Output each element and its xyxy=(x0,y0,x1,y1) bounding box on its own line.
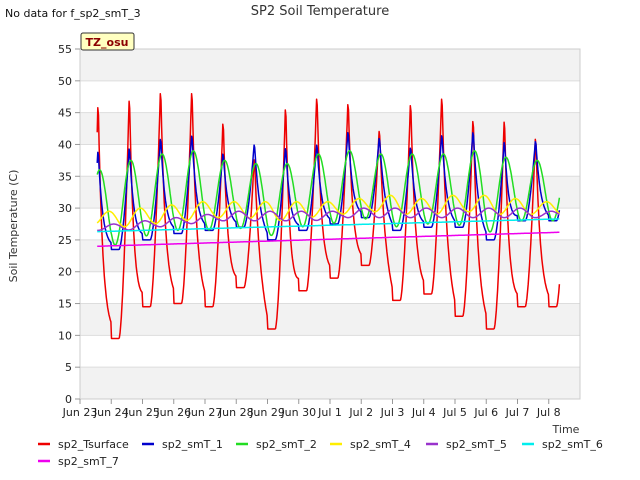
series-line-sp2_Tsurface xyxy=(96,92,561,340)
series-line-sp2_smT_2 xyxy=(96,150,561,246)
y-tick-label: 10 xyxy=(58,329,72,342)
legend-label: sp2_smT_2 xyxy=(256,438,317,451)
legend-label: sp2_smT_7 xyxy=(58,455,119,468)
y-tick-label: 20 xyxy=(58,266,72,279)
x-tick-label: Jun 23 xyxy=(62,406,98,419)
legend-label: sp2_Tsurface xyxy=(58,438,129,451)
legend-item-sp2_Tsurface: sp2_Tsurface xyxy=(38,438,129,451)
x-tick-label: Jun 26 xyxy=(155,406,191,419)
x-tick-label: Jun 30 xyxy=(280,406,316,419)
y-tick-label: 5 xyxy=(65,361,72,374)
grid-band xyxy=(80,49,580,81)
y-tick-label: 55 xyxy=(58,43,72,56)
grid-band xyxy=(80,112,580,145)
x-tick-label: Jul 5 xyxy=(442,406,467,419)
legend-item-sp2_smT_5: sp2_smT_5 xyxy=(426,438,507,451)
grid-band xyxy=(80,367,580,399)
y-tick-label: 0 xyxy=(65,393,72,406)
y-tick-label: 40 xyxy=(58,138,72,151)
legend-item-sp2_smT_2: sp2_smT_2 xyxy=(236,438,317,451)
series-line-sp2_smT_5 xyxy=(97,207,560,232)
x-tick-label: Jul 6 xyxy=(473,406,498,419)
x-tick-label: Jun 29 xyxy=(249,406,285,419)
legend-item-sp2_smT_4: sp2_smT_4 xyxy=(330,438,411,451)
series-line-sp2_smT_6 xyxy=(97,218,560,233)
legend-label: sp2_smT_4 xyxy=(350,438,411,451)
tz-badge-box xyxy=(80,32,135,51)
x-tick-label: Jun 25 xyxy=(124,406,160,419)
grid-band xyxy=(80,303,580,336)
y-tick-label: 45 xyxy=(58,107,72,120)
x-tick-label: Jun 24 xyxy=(93,406,129,419)
x-tick-label: Jun 27 xyxy=(187,406,223,419)
x-tick-label: Jul 3 xyxy=(380,406,405,419)
no-data-note: No data for f_sp2_smT_3 xyxy=(5,7,141,20)
legend-label: sp2_smT_5 xyxy=(446,438,507,451)
series-line-sp2_smT_7 xyxy=(97,231,560,248)
tz-badge: TZ_osu xyxy=(80,32,135,51)
chart-title: SP2 Soil Temperature xyxy=(251,4,389,19)
legend-label: sp2_smT_1 xyxy=(162,438,223,451)
y-tick-label: 50 xyxy=(58,75,72,88)
legend: sp2_Tsurface sp2_smT_1 sp2_smT_2 sp2_smT_4 s… xyxy=(38,438,603,468)
y-axis-ticks: 0 5 10 15 20 25 30 35 40 45 50 55 xyxy=(58,43,80,406)
x-tick-label: Jul 4 xyxy=(411,406,436,419)
y-axis-label: Soil Temperature (C) xyxy=(7,170,20,283)
y-tick-label: 25 xyxy=(58,234,72,247)
x-tick-label: Jul 8 xyxy=(536,406,561,419)
tz-badge-label: TZ_osu xyxy=(86,36,129,49)
x-tick-label: Jun 28 xyxy=(218,406,254,419)
y-tick-label: 35 xyxy=(58,170,72,183)
y-tick-label: 30 xyxy=(58,202,72,215)
legend-item-sp2_smT_7: sp2_smT_7 xyxy=(38,455,119,468)
legend-label: sp2_smT_6 xyxy=(542,438,603,451)
x-tick-label: Jul 2 xyxy=(348,406,373,419)
x-axis-label: Time xyxy=(552,423,580,436)
x-tick-label: Jul 7 xyxy=(505,406,530,419)
legend-item-sp2_smT_6: sp2_smT_6 xyxy=(522,438,603,451)
x-tick-label: Jul 1 xyxy=(317,406,342,419)
y-tick-label: 15 xyxy=(58,298,72,311)
legend-item-sp2_smT_1: sp2_smT_1 xyxy=(142,438,223,451)
series-line-sp2_smT_4 xyxy=(96,194,560,228)
series-lines xyxy=(96,92,561,340)
